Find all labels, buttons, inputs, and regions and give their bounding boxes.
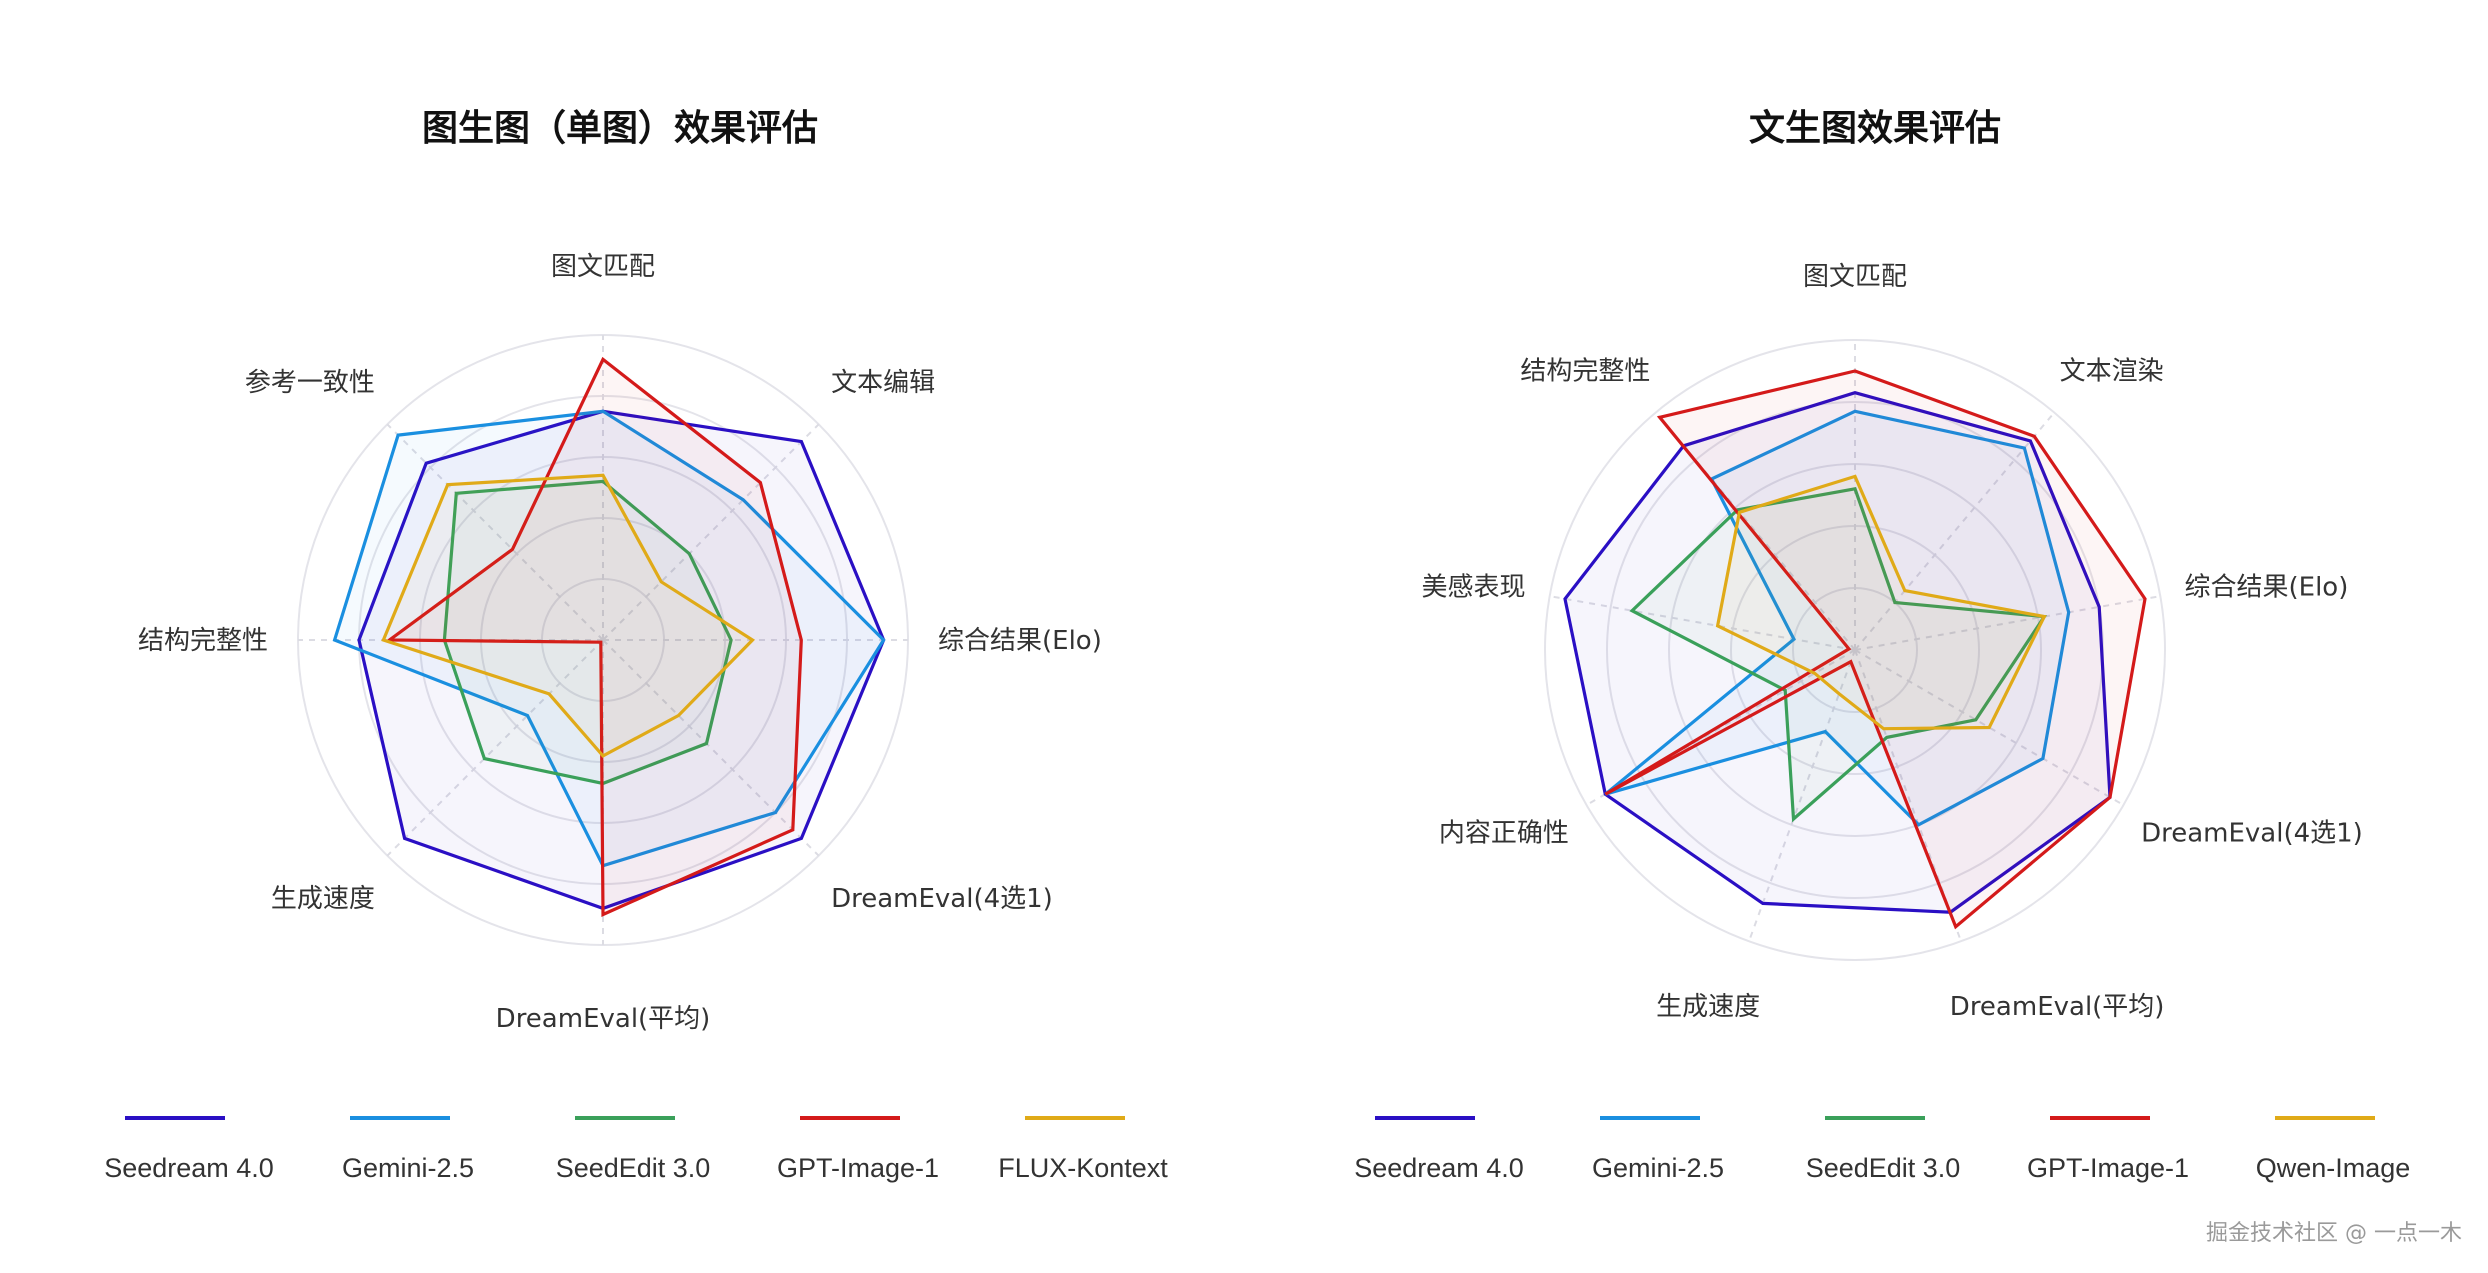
axis-label: 综合结果(Elo) xyxy=(938,626,1102,656)
legend-label-seedream-4-0: Seedream 4.0 xyxy=(104,1153,274,1183)
series-gpt-image-1-line xyxy=(384,356,803,917)
axis-label: 生成速度 xyxy=(1656,992,1760,1022)
chart-title-text-to-image: 文生图效果评估 xyxy=(1749,108,2001,149)
legend-label-gemini-2-5: Gemini-2.5 xyxy=(342,1153,474,1183)
legend-label-gpt-image-1: GPT-Image-1 xyxy=(2027,1153,2189,1183)
legend-image-to-image: Seedream 4.0 Gemini-2.5 SeedEdit 3.0 GPT-Im… xyxy=(104,1116,1168,1183)
watermark: 掘金技术社区 @ 一点一木 xyxy=(2206,1221,2462,1246)
legend-label-flux-kontext: FLUX-Kontext xyxy=(998,1153,1168,1183)
grid-spoke xyxy=(1854,649,1962,942)
grid-ring xyxy=(1544,339,2166,961)
grid-spoke xyxy=(1549,595,1856,651)
grid-spoke xyxy=(1654,411,1856,651)
grid-spoke xyxy=(602,423,820,641)
grid-spoke xyxy=(602,639,820,857)
series-flux-kontext-line xyxy=(381,473,756,758)
axis-label: DreamEval(平均) xyxy=(1950,992,2165,1022)
axis-label: 图文匹配 xyxy=(551,252,655,282)
series-gemini-2-5-line xyxy=(1604,409,2071,827)
grid-spoke xyxy=(1854,649,2124,806)
grid-spoke xyxy=(1854,595,2161,651)
legend-label-qwen-image: Qwen-Image xyxy=(2256,1153,2411,1183)
axis-label: 内容正确性 xyxy=(1439,819,1569,849)
axis-label: 结构完整性 xyxy=(1520,356,1650,386)
axis-label: 综合结果(Elo) xyxy=(2185,573,2349,603)
axis-label: 文本渲染 xyxy=(2060,356,2164,386)
axis-label: 美感表现 xyxy=(1421,573,1525,603)
axis-label: 参考一致性 xyxy=(245,368,375,398)
legend-text-to-image: Seedream 4.0 Gemini-2.5 SeedEdit 3.0 GPT-Im… xyxy=(1354,1116,2411,1183)
legend-label-seedream-4-0: Seedream 4.0 xyxy=(1354,1153,1524,1183)
axis-label: 生成速度 xyxy=(271,884,375,914)
series-seedream-4-0-line xyxy=(1563,391,2112,914)
chart-title-image-to-image: 图生图（单图）效果评估 xyxy=(422,108,818,149)
axis-label: 文本编辑 xyxy=(831,368,935,398)
axis-label: DreamEval(4选1) xyxy=(831,884,1053,914)
axis-label: 结构完整性 xyxy=(138,626,268,656)
axis-label: 图文匹配 xyxy=(1803,262,1907,292)
axis-label: DreamEval(4选1) xyxy=(2141,819,2363,849)
legend-label-seededit-3-0: SeedEdit 3.0 xyxy=(556,1153,711,1183)
grid-spoke xyxy=(386,423,604,641)
series-qwen-image-line xyxy=(1715,474,2047,731)
series-gpt-image-1-line xyxy=(1604,369,2147,930)
grid-spoke xyxy=(1748,649,1856,942)
legend-label-gemini-2-5: Gemini-2.5 xyxy=(1592,1153,1724,1183)
grid-spoke xyxy=(386,639,604,857)
axis-label: DreamEval(平均) xyxy=(496,1004,711,1034)
legend-label-seededit-3-0: SeedEdit 3.0 xyxy=(1806,1153,1961,1183)
legend-label-gpt-image-1: GPT-Image-1 xyxy=(777,1153,939,1183)
grid-spoke xyxy=(1586,649,1856,806)
grid-spoke xyxy=(1854,411,2056,651)
